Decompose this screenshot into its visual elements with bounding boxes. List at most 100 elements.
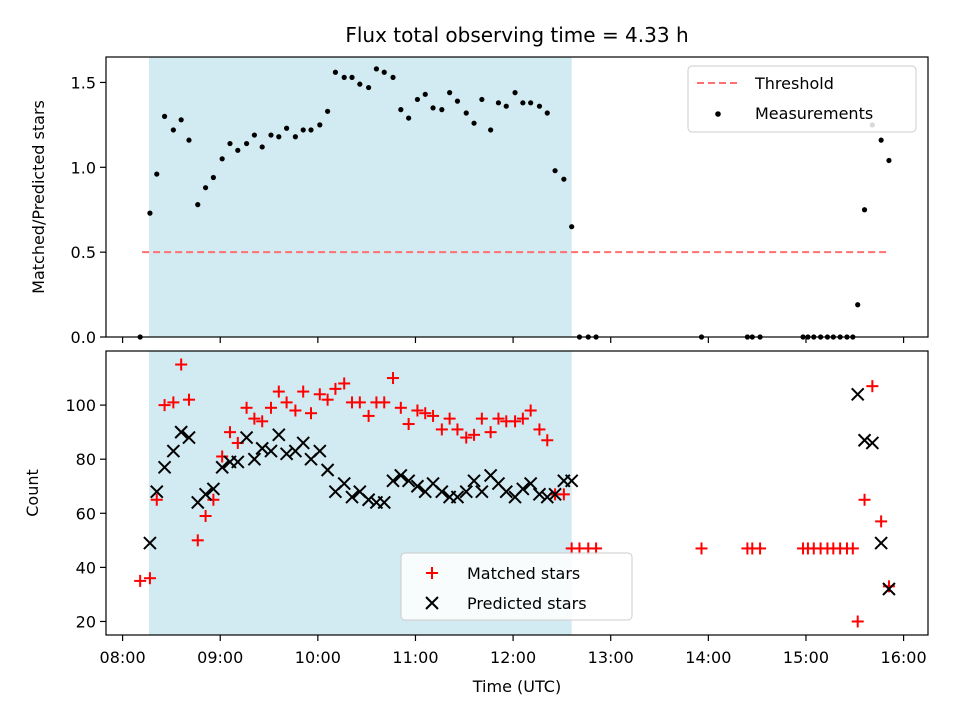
matched-star-point (199, 509, 212, 522)
legend-predicted-label: Predicted stars (467, 594, 587, 613)
matched-star-point (846, 542, 859, 555)
measurement-point (308, 127, 314, 133)
x-tick-label: 11:00 (392, 648, 438, 667)
measurement-point (210, 174, 216, 181)
bottom-legend: Matched stars Predicted stars (400, 552, 633, 621)
matched-star-point (524, 404, 537, 417)
x-tick-label: 12:00 (490, 648, 536, 667)
bottom-y-tick-label: 100 (65, 396, 96, 415)
measurement-point (170, 127, 176, 133)
measurement-point (154, 171, 160, 177)
predicted-star-point (150, 484, 164, 499)
measurement-point (251, 132, 257, 138)
legend-measurements-label: Measurements (755, 104, 873, 123)
predicted-star-point (394, 468, 408, 483)
matched-star-point (533, 423, 546, 436)
bottom-legend-box (400, 552, 633, 621)
bottom-y-axis-label: Count (23, 469, 42, 517)
measurement-point (488, 127, 494, 133)
measurement-point (552, 168, 558, 174)
measurement-point (300, 127, 306, 133)
measurement-point (390, 74, 396, 80)
bottom-y-tick-label: 80 (76, 450, 96, 469)
measurement-point (178, 117, 184, 123)
legend-matched-label: Matched stars (467, 564, 580, 583)
measurement-point (381, 69, 387, 75)
matched-star-point (191, 534, 204, 547)
predicted-star-point (279, 447, 294, 461)
measurement-point (471, 120, 477, 126)
measurement-point (235, 147, 241, 153)
matched-star-point (297, 385, 310, 398)
legend-measurements-swatch (715, 111, 721, 117)
measurement-point (349, 74, 355, 80)
measurement-point (503, 103, 509, 109)
matched-star-point (460, 431, 473, 444)
measurement-point (325, 108, 331, 114)
x-tick-label: 13:00 (588, 648, 634, 667)
x-tick-label: 09:00 (197, 648, 243, 667)
measurement-point (147, 210, 153, 216)
top-y-axis-label: Matched/Predicted stars (29, 100, 48, 294)
matched-star-point (256, 415, 269, 428)
predicted-star-point (313, 444, 327, 458)
measurement-point (219, 156, 225, 162)
predicted-star-point (377, 495, 391, 510)
predicted-star-point (410, 479, 425, 493)
measurement-point (512, 90, 518, 96)
measurement-point (373, 66, 380, 72)
bottom-axes-frame (105, 350, 929, 636)
predicted-star-point (851, 387, 865, 401)
matched-star-point (143, 572, 156, 585)
measurement-point (536, 103, 543, 109)
matched-star-point (305, 407, 318, 420)
predicted-star-point (143, 536, 157, 550)
measurement-point (878, 137, 884, 143)
top-y-tick-label: 0.5 (71, 243, 96, 262)
matched-star-point (475, 412, 488, 425)
top-observing-interval (148, 57, 572, 337)
matched-star-point (516, 412, 529, 425)
predicted-star-point (532, 487, 547, 502)
predicted-star-point (499, 484, 513, 499)
predicted-star-point (166, 444, 181, 458)
predicted-star-point (874, 536, 888, 550)
matched-star-point (134, 574, 147, 587)
measurement-point (202, 185, 209, 191)
x-tick-label: 10:00 (295, 648, 341, 667)
predicted-star-point (361, 493, 376, 507)
measurement-point (406, 115, 412, 121)
matched-star-point (419, 407, 432, 420)
matched-star-point (264, 401, 277, 414)
bottom-y-tick-label: 40 (76, 558, 96, 577)
measurement-point (439, 107, 445, 113)
matched-star-point (557, 488, 570, 501)
matched-star-point (329, 382, 342, 395)
predicted-star-point (882, 582, 896, 596)
measurement-point (357, 81, 363, 87)
top-measurement-points (137, 66, 892, 340)
matched-star-point (435, 423, 448, 436)
bottom-predicted-points (143, 387, 896, 596)
bottom-y-tick-label: 60 (76, 504, 96, 523)
predicted-star-point (435, 484, 449, 499)
predicted-star-point (206, 482, 221, 496)
predicted-star-point (548, 487, 562, 502)
measurement-point (447, 90, 453, 96)
predicted-star-point (516, 482, 530, 496)
matched-star-point (150, 493, 163, 506)
predicted-star-point (564, 474, 579, 488)
legend-predicted-swatch (425, 596, 439, 610)
predicted-star-point (182, 430, 196, 445)
top-y-tick-label: 1.5 (71, 73, 96, 92)
measurement-point (561, 176, 567, 182)
x-axis-label: Time (UTC) (472, 677, 561, 696)
matched-star-point (313, 388, 326, 401)
measurement-point (366, 84, 372, 91)
matched-star-point (509, 415, 522, 428)
top-legend-box (687, 65, 917, 133)
predicted-star-point (198, 487, 213, 502)
top-panel: 0.0 0.5 1.0 1.5 Matched/Predicted stars Thr… (29, 56, 929, 347)
predicted-star-point (475, 484, 489, 499)
